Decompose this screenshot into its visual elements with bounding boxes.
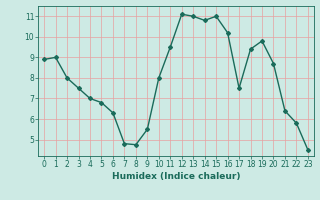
X-axis label: Humidex (Indice chaleur): Humidex (Indice chaleur) xyxy=(112,172,240,181)
